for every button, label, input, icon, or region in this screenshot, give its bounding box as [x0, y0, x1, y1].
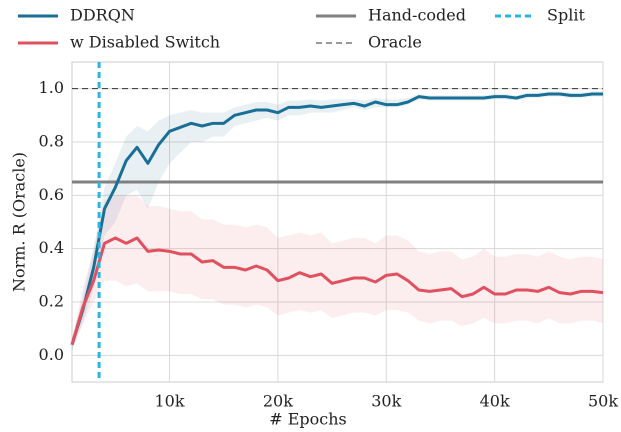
- y-tick-label: 0.6: [39, 185, 64, 204]
- y-tick-label: 0.8: [39, 132, 64, 151]
- y-axis-label: Norm. R (Oracle): [10, 152, 29, 292]
- plot-area: [71, 61, 604, 383]
- legend-label: Split: [547, 6, 585, 25]
- x-tick-label: 50k: [588, 392, 618, 411]
- y-tick-label: 0.0: [39, 345, 64, 364]
- series-line: [70, 92, 603, 346]
- x-tick-label: 10k: [154, 392, 184, 411]
- y-tick-label: 0.2: [39, 292, 64, 311]
- y-tick-label: 1.0: [39, 78, 64, 97]
- legend-label: Hand-coded: [368, 6, 466, 25]
- x-tick-label: 20k: [263, 392, 293, 411]
- confidence-band: [72, 195, 603, 350]
- x-axis-label: # Epochs: [269, 410, 347, 429]
- x-tick-label: 40k: [480, 392, 510, 411]
- y-tick-label: 0.4: [39, 238, 64, 257]
- legend-label: DDRQN: [70, 6, 135, 25]
- series-line: [70, 236, 604, 346]
- legend-label: w Disabled Switch: [70, 33, 220, 52]
- x-tick-label: 30k: [371, 392, 401, 411]
- legend-label: Oracle: [368, 33, 422, 52]
